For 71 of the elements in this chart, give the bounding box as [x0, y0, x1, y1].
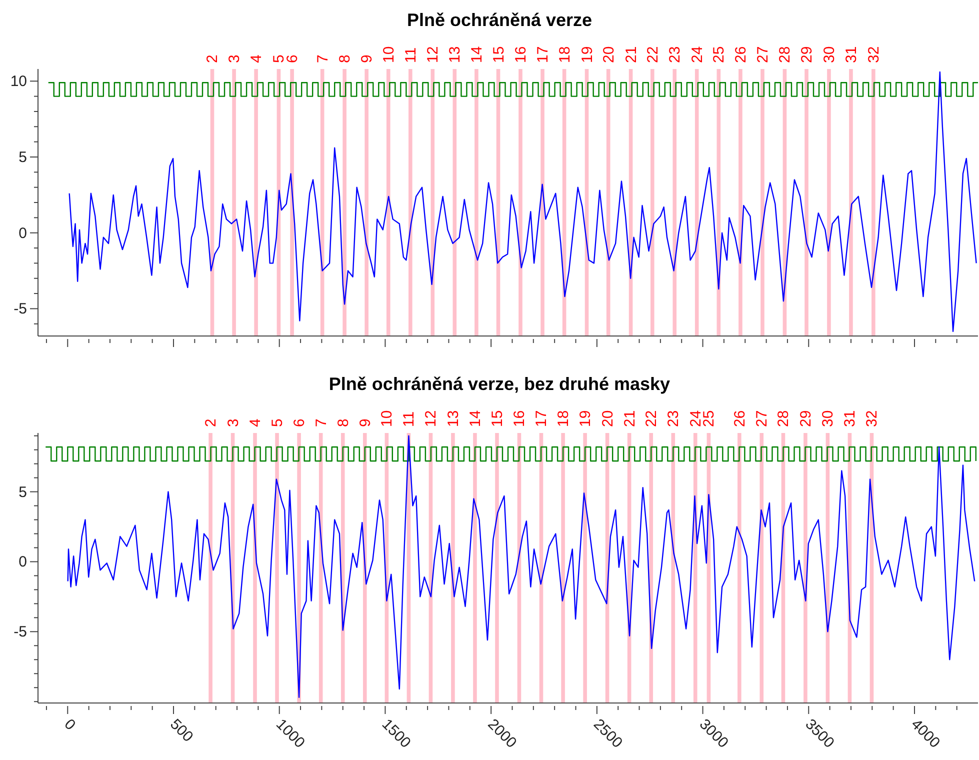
band-label: 8	[334, 418, 352, 427]
y-tick-label: 0	[18, 554, 27, 571]
line-series	[68, 71, 977, 332]
band-label: 29	[798, 46, 816, 63]
band-label: 20	[600, 46, 618, 63]
band-label: 6	[291, 418, 308, 427]
band-label: 9	[358, 54, 376, 63]
band-label: 18	[555, 410, 572, 427]
x-tick-label: 500	[166, 716, 196, 746]
band-label: 21	[621, 410, 638, 427]
y-tick-label: -5	[14, 624, 27, 641]
band-label: 27	[754, 410, 771, 427]
band-label: 12	[424, 46, 442, 63]
band-label: 13	[444, 410, 462, 427]
chart-title: Plně ochráněná verze	[406, 9, 594, 32]
band-label: 17	[533, 410, 550, 427]
band-label: 19	[577, 410, 594, 427]
band-label: 30	[820, 46, 838, 63]
band-label: 25	[710, 46, 728, 63]
band-label: 7	[312, 418, 330, 427]
band-label: 15	[490, 46, 508, 63]
band-label: 19	[578, 46, 596, 63]
band-label: 3	[224, 418, 242, 427]
band-label: 28	[776, 46, 794, 63]
band-label: 24	[688, 46, 706, 63]
band-label: 2	[202, 418, 220, 427]
line-series	[67, 435, 976, 698]
band-label: 16	[512, 46, 530, 63]
band-label: 7	[314, 54, 332, 63]
band-label: 22	[644, 46, 662, 63]
y-tick-label: 5	[18, 484, 27, 501]
band-label: 2	[204, 54, 222, 63]
band-label: 11	[400, 411, 418, 427]
band-label: 12	[422, 410, 440, 427]
chart-title: Plně ochráněná verze, bez druhé masky	[328, 373, 672, 396]
band-label: 15	[488, 410, 506, 427]
band-label: 5	[269, 418, 286, 427]
band-label: 31	[842, 410, 859, 427]
band-label: 23	[665, 410, 682, 427]
band-label: 11	[402, 47, 420, 63]
y-tick-label: 5	[18, 148, 27, 166]
band-label: 28	[775, 410, 792, 427]
band-label: 10	[380, 46, 398, 63]
band-label: 4	[248, 54, 266, 63]
band-label: 3	[226, 54, 244, 63]
band-label: 23	[666, 46, 684, 63]
x-tick-label: 0	[60, 716, 79, 734]
y-tick-label: -5	[14, 300, 27, 318]
band-label: 17	[534, 46, 552, 63]
band-label: 18	[556, 46, 574, 63]
band-label: 13	[446, 46, 464, 63]
band-label: 14	[468, 46, 486, 63]
band-label: 30	[820, 410, 837, 427]
band-label: 10	[378, 410, 396, 427]
y-tick-label: 0	[18, 224, 27, 242]
band-label: 26	[732, 46, 750, 63]
band-label: 31	[842, 46, 860, 63]
band-label: 27	[754, 46, 772, 63]
band-label: 14	[466, 410, 484, 427]
band-label: 32	[865, 46, 882, 63]
band-label: 21	[622, 46, 640, 63]
y-tick-label: 10	[10, 73, 27, 90]
band-label: 29	[797, 410, 814, 427]
band-label: 32	[864, 410, 881, 427]
band-label: 22	[643, 410, 660, 427]
band-label: 4	[247, 418, 264, 427]
band-label: 8	[336, 54, 354, 63]
band-label: 20	[599, 410, 616, 427]
band-label: 16	[511, 410, 528, 427]
band-label: 26	[731, 410, 748, 427]
band-label: 9	[356, 418, 374, 427]
